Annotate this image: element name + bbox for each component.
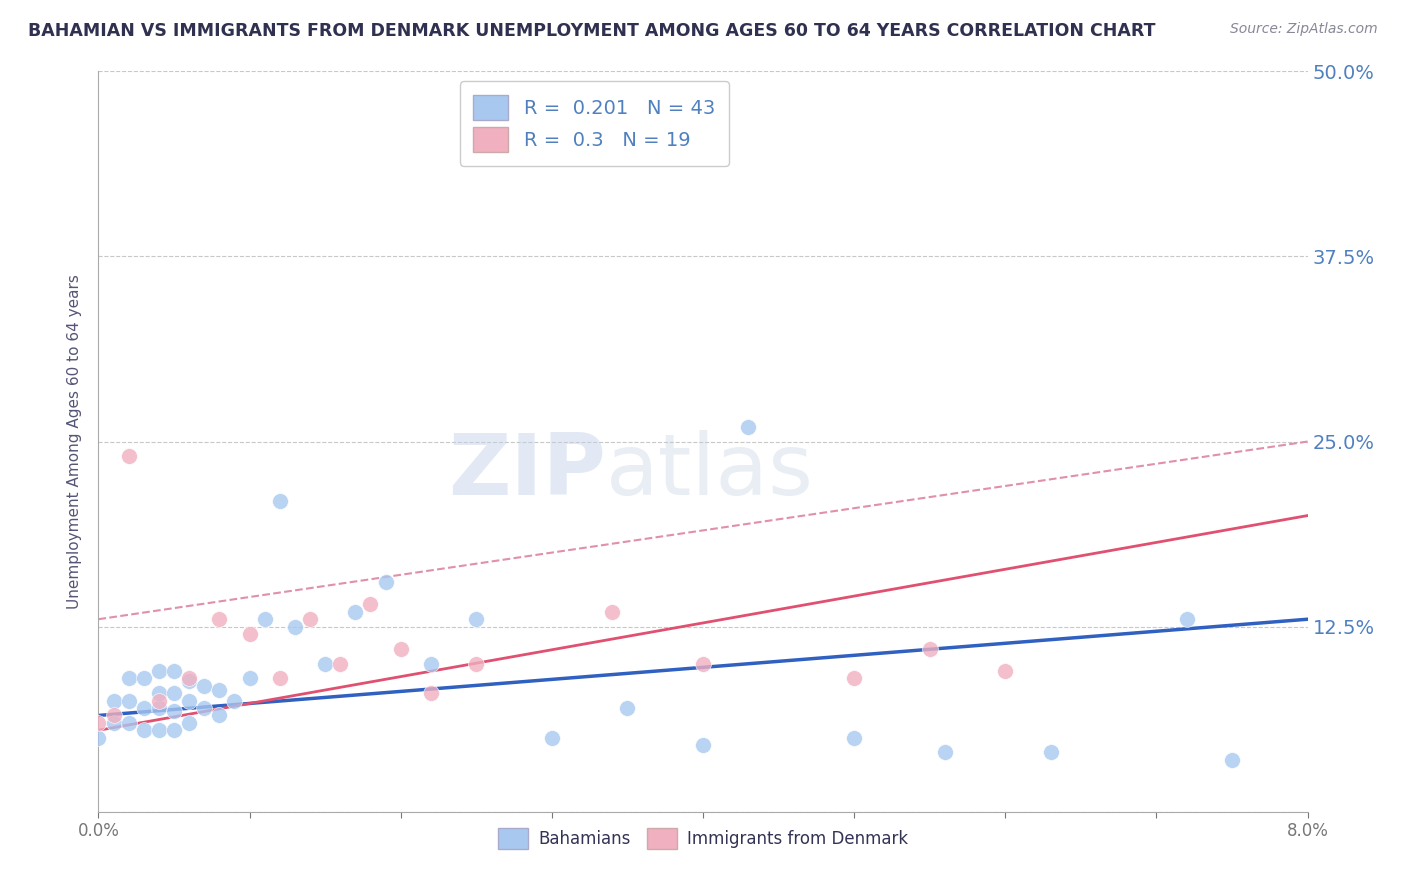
Point (103, 708, 125, 723)
Point (118, 715, 141, 730)
Point (239, 672, 262, 686)
Point (329, 657, 352, 671)
Point (1220, 753, 1243, 767)
Point (465, 657, 488, 671)
Point (844, 731, 866, 745)
Point (148, 664, 170, 678)
Point (844, 672, 866, 686)
Point (465, 612, 488, 626)
Point (1175, 612, 1198, 626)
Point (103, 694, 125, 708)
Point (994, 664, 1017, 678)
Point (179, 715, 201, 730)
Point (148, 723, 170, 738)
Point (193, 679, 215, 693)
Point (420, 657, 443, 671)
Point (389, 641, 412, 656)
Point (208, 612, 231, 626)
Point (540, 731, 562, 745)
Point (148, 686, 170, 700)
Text: BAHAMIAN VS IMMIGRANTS FROM DENMARK UNEMPLOYMENT AMONG AGES 60 TO 64 YEARS CORRE: BAHAMIAN VS IMMIGRANTS FROM DENMARK UNEM… (28, 22, 1156, 40)
Point (299, 612, 322, 626)
Point (148, 701, 170, 715)
Point (602, 605, 624, 619)
Point (179, 694, 201, 708)
Point (118, 672, 141, 686)
Point (692, 738, 714, 752)
Text: Source: ZipAtlas.com: Source: ZipAtlas.com (1230, 22, 1378, 37)
Point (269, 493, 291, 508)
Point (239, 627, 262, 641)
Point (163, 686, 186, 700)
Point (132, 723, 155, 738)
Point (132, 672, 155, 686)
Point (208, 683, 231, 698)
Point (118, 450, 141, 464)
Legend: Bahamians, Immigrants from Denmark: Bahamians, Immigrants from Denmark (485, 814, 921, 863)
Point (179, 674, 201, 689)
Point (616, 701, 638, 715)
Point (163, 704, 186, 718)
Point (737, 419, 759, 434)
Point (87, 731, 110, 745)
Point (374, 575, 396, 590)
Point (284, 619, 307, 633)
Point (269, 672, 291, 686)
Point (420, 686, 443, 700)
Point (253, 612, 276, 626)
Point (208, 708, 231, 723)
Point (918, 641, 941, 656)
Point (148, 694, 170, 708)
Point (87, 715, 110, 730)
Text: atlas: atlas (606, 430, 814, 513)
Point (314, 657, 336, 671)
Y-axis label: Unemployment Among Ages 60 to 64 years: Unemployment Among Ages 60 to 64 years (67, 274, 83, 609)
Point (179, 672, 201, 686)
Point (103, 715, 125, 730)
Point (1039, 746, 1062, 760)
Point (692, 657, 714, 671)
Point (934, 746, 956, 760)
Point (224, 694, 246, 708)
Point (344, 605, 367, 619)
Text: ZIP: ZIP (449, 430, 606, 513)
Point (193, 701, 215, 715)
Point (132, 701, 155, 715)
Point (163, 664, 186, 678)
Point (163, 723, 186, 738)
Point (360, 598, 382, 612)
Point (118, 694, 141, 708)
